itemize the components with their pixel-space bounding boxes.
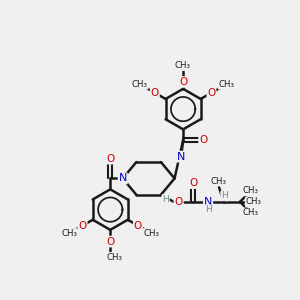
Text: CH₃: CH₃: [246, 197, 262, 206]
Text: N: N: [118, 173, 127, 183]
Text: CH₃: CH₃: [243, 186, 259, 195]
Text: CH₃: CH₃: [61, 229, 77, 238]
Text: O: O: [199, 135, 208, 145]
Text: CH₃: CH₃: [243, 208, 259, 217]
Text: O: O: [189, 178, 197, 188]
Text: CH₃: CH₃: [132, 80, 148, 89]
Text: CH₃: CH₃: [143, 229, 159, 238]
Text: N: N: [177, 152, 185, 162]
Text: O: O: [106, 154, 114, 164]
Text: O: O: [207, 88, 216, 98]
Text: H: H: [205, 205, 212, 214]
Text: CH₃: CH₃: [174, 61, 190, 70]
Text: O: O: [106, 237, 114, 247]
Text: O: O: [134, 220, 142, 231]
Text: H: H: [162, 195, 169, 204]
Text: CH₃: CH₃: [211, 177, 227, 186]
Text: N: N: [204, 197, 212, 207]
Text: O: O: [79, 220, 87, 231]
Text: H: H: [221, 191, 228, 200]
Text: O: O: [151, 88, 159, 98]
Text: O: O: [174, 197, 183, 207]
Text: CH₃: CH₃: [107, 253, 123, 262]
Text: O: O: [179, 77, 187, 87]
Text: CH₃: CH₃: [218, 80, 234, 89]
